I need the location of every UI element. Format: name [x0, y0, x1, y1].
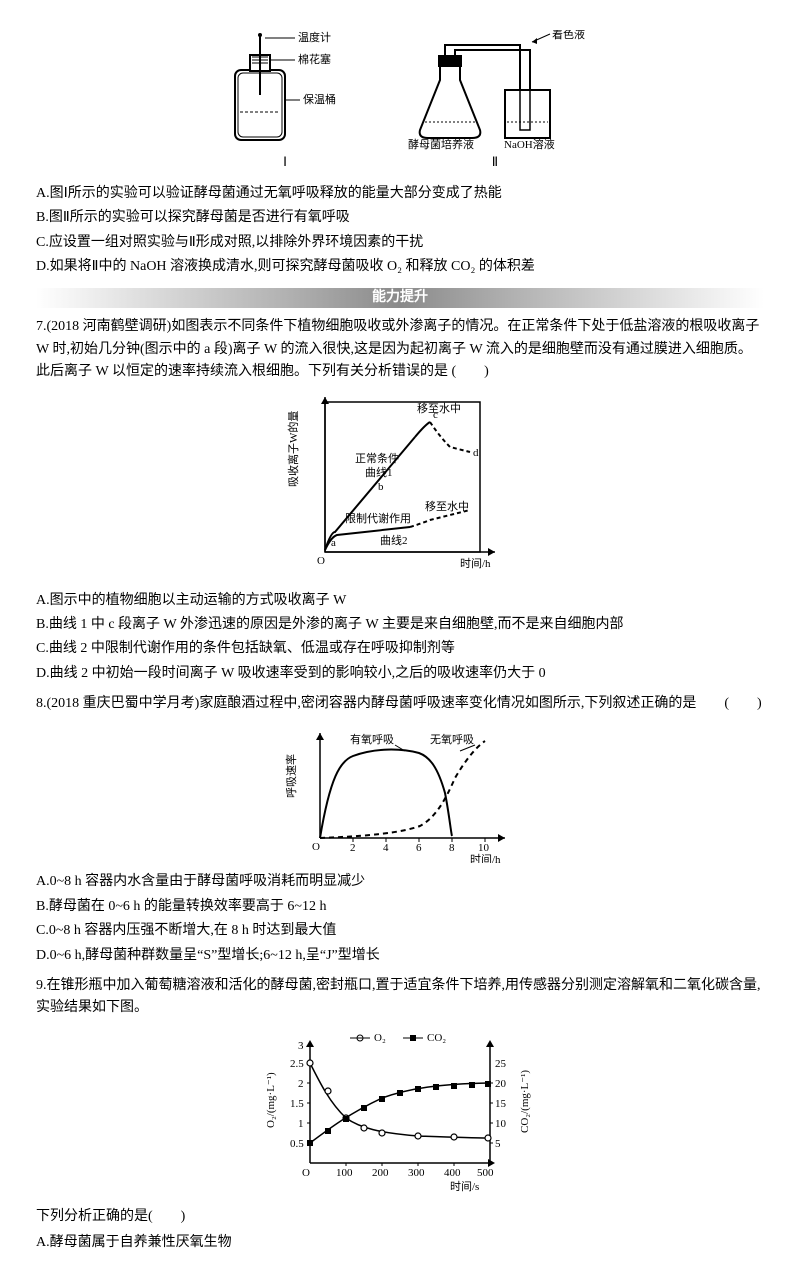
- q9-legend: O₂ CO₂: [350, 1032, 446, 1044]
- q8-option-c: C.0~8 h 容器内压强不断增大,在 8 h 时达到最大值: [36, 920, 764, 942]
- svg-text:b: b: [378, 481, 384, 493]
- figure-2: 着色液 酵母菌培养液 NaOH溶液 Ⅱ: [400, 30, 590, 173]
- svg-text:d: d: [473, 447, 479, 459]
- svg-text:5: 5: [495, 1138, 501, 1150]
- svg-text:0.5: 0.5: [290, 1138, 304, 1150]
- svg-text:200: 200: [372, 1167, 389, 1179]
- svg-text:500: 500: [477, 1167, 494, 1179]
- q8-stem: 8.(2018 重庆巴蜀中学月考)家庭酿酒过程中,密闭容器内酵母菌呼吸速率变化情…: [36, 693, 764, 715]
- q9-ylabel-right: CO₂/(mg·L⁻¹): [519, 1069, 531, 1132]
- q8-legend-aerobic: 有氧呼吸: [350, 732, 394, 746]
- svg-text:100: 100: [336, 1167, 353, 1179]
- label-stopper: 棉花塞: [298, 52, 331, 66]
- svg-text:O: O: [302, 1167, 310, 1179]
- q7-label-curve1: 曲线1: [365, 465, 393, 479]
- svg-text:6: 6: [416, 842, 422, 854]
- svg-text:2: 2: [298, 1078, 304, 1090]
- q7-chart: c d b a 移至水中 正常条件 曲线1 移至水中 限制代谢作用 曲线2 时间…: [285, 392, 515, 582]
- svg-text:呼吸速率: 呼吸速率: [284, 754, 298, 798]
- q9-figure: 0.5 1 1.5 2 2.5 3 5 10 15 20 25 100 200 …: [36, 1028, 764, 1198]
- label-thermometer: 温度计: [298, 30, 331, 44]
- q9-o2-markers: [307, 1060, 491, 1141]
- q9-stem: 9.在锥形瓶中加入葡萄糖溶液和活化的酵母菌,密封瓶口,置于适宜条件下培养,用传感…: [36, 975, 764, 1020]
- q7-stem: 7.(2018 河南鹤壁调研)如图表示不同条件下植物细胞吸收或外渗离子的情况。在…: [36, 316, 764, 383]
- q8-option-b: B.酵母菌在 0~6 h 的能量转换效率要高于 6~12 h: [36, 896, 764, 918]
- label-flask-right: NaOH溶液: [504, 137, 555, 150]
- svg-text:10: 10: [495, 1118, 507, 1130]
- q7-label-limit: 限制代谢作用: [345, 511, 411, 525]
- svg-text:15: 15: [495, 1098, 507, 1110]
- q7-figure: c d b a 移至水中 正常条件 曲线1 移至水中 限制代谢作用 曲线2 时间…: [36, 392, 764, 582]
- q9-legend-co2: CO₂: [427, 1032, 446, 1044]
- svg-text:1: 1: [298, 1118, 304, 1130]
- thermos-diagram: 温度计 棉花塞 保温桶: [210, 30, 360, 150]
- q8-option-d: D.0~6 h,酵母菌种群数量呈“S”型增长;6~12 h,呈“J”型增长: [36, 945, 764, 967]
- q8-option-a: A.0~8 h 容器内水含量由于酵母菌呼吸消耗而明显减少: [36, 871, 764, 893]
- q8-chart: O 2 4 6 8 10 时间/h 呼吸速率 有氧呼吸 无氧呼吸: [280, 723, 520, 863]
- svg-text:20: 20: [495, 1078, 507, 1090]
- svg-text:300: 300: [408, 1167, 425, 1179]
- q6-option-d: D.如果将Ⅱ中的 NaOH 溶液换成清水,则可探究酵母菌吸收 O₂ 和释放 CO…: [36, 256, 764, 278]
- figure-1-sub: Ⅰ: [283, 152, 287, 173]
- q7-xlabel: 时间/h: [460, 557, 491, 570]
- q8-figure: O 2 4 6 8 10 时间/h 呼吸速率 有氧呼吸 无氧呼吸: [36, 723, 764, 863]
- q9-tail: 下列分析正确的是( ): [36, 1206, 764, 1228]
- svg-text:CO₂/(mg·L⁻¹): CO₂/(mg·L⁻¹): [519, 1069, 531, 1132]
- q7-label-normal: 正常条件: [355, 451, 399, 465]
- svg-text:3: 3: [298, 1040, 304, 1052]
- q9-left-ticks: 0.5 1 1.5 2 2.5 3: [290, 1040, 310, 1150]
- q7-option-b: B.曲线 1 中 c 段离子 W 外渗迅速的原因是外渗的离子 W 主要是来自细胞…: [36, 614, 764, 636]
- q6-option-a: A.图Ⅰ所示的实验可以验证酵母菌通过无氧呼吸释放的能量大部分变成了热能: [36, 183, 764, 205]
- q7-label-move1: 移至水中: [417, 402, 461, 415]
- q7-ylabel: 吸收离子W的量: [286, 410, 300, 486]
- q9-option-a: A.酵母菌属于自养兼性厌氧生物: [36, 1232, 764, 1254]
- q7-option-a: A.图示中的植物细胞以主动运输的方式吸收离子 W: [36, 590, 764, 612]
- q7-option-c: C.曲线 2 中限制代谢作用的条件包括缺氧、低温或存在呼吸抑制剂等: [36, 638, 764, 660]
- svg-text:25: 25: [495, 1058, 507, 1070]
- q6-option-b: B.图Ⅱ所示的实验可以探究酵母菌是否进行有氧呼吸: [36, 207, 764, 229]
- flask-tube-diagram: 着色液 酵母菌培养液 NaOH溶液: [400, 30, 590, 150]
- svg-text:10: 10: [478, 842, 490, 854]
- q7-label-move2: 移至水中: [425, 500, 469, 513]
- figure-1: 温度计 棉花塞 保温桶 Ⅰ: [210, 30, 360, 173]
- svg-text:4: 4: [383, 842, 389, 854]
- q7-label-curve2: 曲线2: [380, 533, 408, 547]
- q9-ylabel-left: O₂/(mg·L⁻¹): [265, 1072, 277, 1128]
- svg-text:吸收离子W的量: 吸收离子W的量: [286, 410, 300, 486]
- svg-text:O: O: [312, 841, 320, 853]
- q9-xlabel: 时间/s: [450, 1180, 479, 1193]
- figure-2-sub: Ⅱ: [492, 152, 498, 173]
- q8-ylabel: 呼吸速率: [284, 754, 298, 798]
- q9-right-ticks: 5 10 15 20 25: [490, 1058, 507, 1150]
- svg-text:8: 8: [449, 842, 455, 854]
- q9-legend-o2: O₂: [374, 1032, 386, 1044]
- svg-text:2.5: 2.5: [290, 1058, 304, 1070]
- label-thermos: 保温桶: [303, 92, 336, 106]
- q8-legend-anaerobic: 无氧呼吸: [430, 732, 474, 746]
- svg-text:1.5: 1.5: [290, 1098, 304, 1110]
- svg-text:2: 2: [350, 842, 356, 854]
- q9-co2-markers: [307, 1081, 491, 1146]
- q7-option-d: D.曲线 2 中初始一段时间离子 W 吸收速率受到的影响较小,之后的吸收速率仍大…: [36, 663, 764, 685]
- q8-xlabel: 时间/h: [470, 853, 501, 863]
- q6-option-c: C.应设置一组对照实验与Ⅱ形成对照,以排除外界环境因素的干扰: [36, 232, 764, 254]
- label-colored-liquid: 着色液: [552, 30, 585, 41]
- svg-text:400: 400: [444, 1167, 461, 1179]
- svg-text:O₂/(mg·L⁻¹): O₂/(mg·L⁻¹): [265, 1072, 277, 1128]
- section-bar: 能力提升: [36, 288, 764, 308]
- q9-x-ticks: 100 200 300 400 500: [336, 1163, 494, 1179]
- label-flask-left: 酵母菌培养液: [408, 137, 474, 150]
- q6-figure-row: 温度计 棉花塞 保温桶 Ⅰ 着色液 酵母菌培养液 NaOH溶液: [36, 30, 764, 173]
- q8-xticks: 2 4 6 8 10: [350, 838, 490, 854]
- svg-text:O: O: [317, 555, 325, 567]
- q9-chart: 0.5 1 1.5 2 2.5 3 5 10 15 20 25 100 200 …: [260, 1028, 540, 1198]
